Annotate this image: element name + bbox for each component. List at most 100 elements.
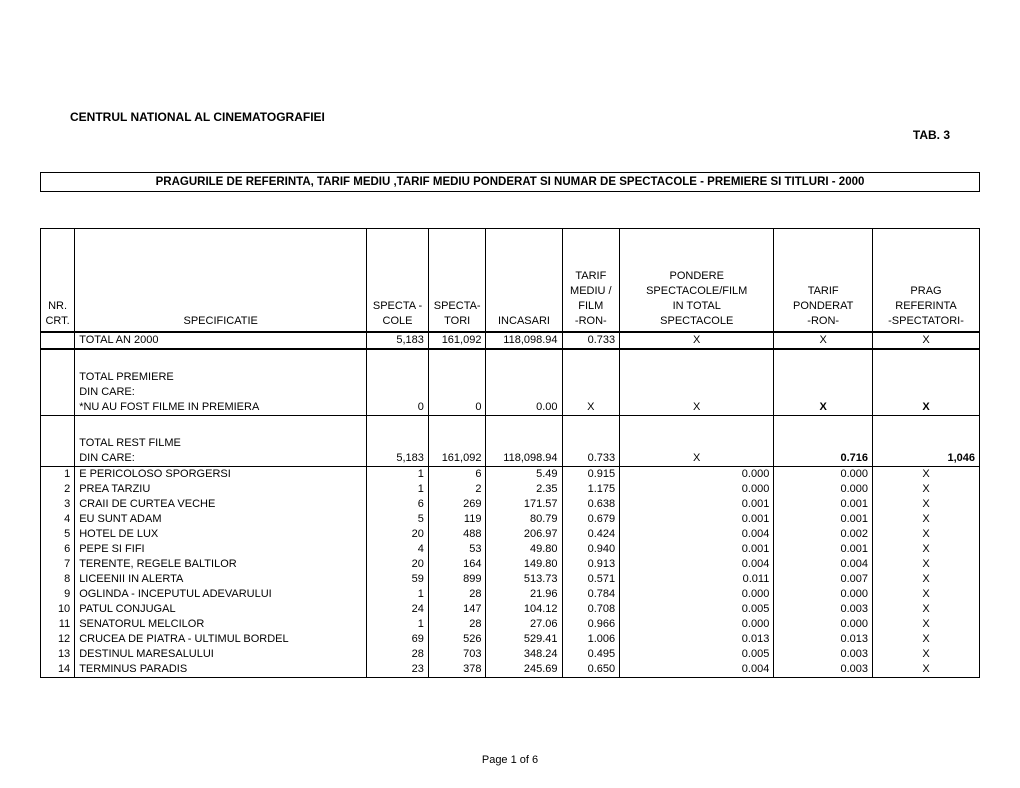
- table-row: 10PATUL CONJUGAL24147104.120.7080.0050.0…: [41, 602, 980, 617]
- cell: 0.650: [562, 662, 620, 678]
- cell: 0.000: [620, 482, 774, 497]
- table-row: 14TERMINUS PARADIS23378245.690.6500.0040…: [41, 662, 980, 678]
- cell: 0.733: [562, 416, 620, 467]
- cell: 0.784: [562, 587, 620, 602]
- premiere-section-row: TOTAL PREMIERE DIN CARE: *NU AU FOST FIL…: [41, 349, 980, 416]
- cell: 14: [41, 662, 75, 678]
- cell: 11: [41, 617, 75, 632]
- report-table: NR. CRT. SPECIFICATIE SPECTA - COLE SPEC…: [40, 228, 980, 678]
- cell: 0: [367, 349, 429, 416]
- cell: TERMINUS PARADIS: [75, 662, 367, 678]
- cell: 5: [367, 512, 429, 527]
- cell: EU SUNT ADAM: [75, 512, 367, 527]
- cell: 5,183: [367, 416, 429, 467]
- cell: 118,098.94: [486, 332, 562, 349]
- cell: 0.000: [620, 617, 774, 632]
- cell: X: [873, 617, 980, 632]
- cell: 0.001: [620, 512, 774, 527]
- table-body: TOTAL AN 20005,183161,092118,098.940.733…: [41, 332, 980, 678]
- cell: 0.571: [562, 572, 620, 587]
- cell: [41, 332, 75, 349]
- cell: 0.966: [562, 617, 620, 632]
- cell: 69: [367, 632, 429, 647]
- cell: 0.638: [562, 497, 620, 512]
- rest-section-row: TOTAL REST FILME DIN CARE:5,183161,09211…: [41, 416, 980, 467]
- cell: 1.006: [562, 632, 620, 647]
- table-row: 1E PERICOLOSO SPORGERSI165.490.9150.0000…: [41, 467, 980, 483]
- cell: 245.69: [486, 662, 562, 678]
- table-row: 9OGLINDA - INCEPUTUL ADEVARULUI12821.960…: [41, 587, 980, 602]
- cell: 0.00: [486, 349, 562, 416]
- cell: 0: [428, 349, 486, 416]
- cell: 161,092: [428, 416, 486, 467]
- cell: 7: [41, 557, 75, 572]
- cell: 2: [41, 482, 75, 497]
- table-row: 3CRAII DE CURTEA VECHE6269171.570.6380.0…: [41, 497, 980, 512]
- col-prag: PRAG REFERINTA -SPECTATORI-: [873, 229, 980, 333]
- table-row: 5HOTEL DE LUX20488206.970.4240.0040.002X: [41, 527, 980, 542]
- cell: X: [620, 416, 774, 467]
- cell: PEPE SI FIFI: [75, 542, 367, 557]
- cell: 0.001: [620, 542, 774, 557]
- cell: 164: [428, 557, 486, 572]
- cell: X: [873, 497, 980, 512]
- cell: 0.679: [562, 512, 620, 527]
- cell: 6: [428, 467, 486, 483]
- cell: 27.06: [486, 617, 562, 632]
- table-header: NR. CRT. SPECIFICATIE SPECTA - COLE SPEC…: [41, 229, 980, 333]
- cell: TOTAL REST FILME DIN CARE:: [75, 416, 367, 467]
- cell: TOTAL PREMIERE DIN CARE: *NU AU FOST FIL…: [75, 349, 367, 416]
- cell: 0.002: [774, 527, 873, 542]
- cell: 118,098.94: [486, 416, 562, 467]
- cell: 703: [428, 647, 486, 662]
- cell: 1: [367, 467, 429, 483]
- cell: X: [774, 349, 873, 416]
- cell: 20: [367, 557, 429, 572]
- cell: 348.24: [486, 647, 562, 662]
- cell: 0.733: [562, 332, 620, 349]
- cell: 0.001: [774, 512, 873, 527]
- cell: X: [873, 572, 980, 587]
- cell: 899: [428, 572, 486, 587]
- cell: 28: [428, 587, 486, 602]
- cell: 21.96: [486, 587, 562, 602]
- cell: [41, 349, 75, 416]
- cell: 0.000: [774, 587, 873, 602]
- cell: 0.003: [774, 647, 873, 662]
- cell: 0.000: [620, 467, 774, 483]
- table-row: 8LICEENII IN ALERTA59899513.730.5710.011…: [41, 572, 980, 587]
- cell: 0.011: [620, 572, 774, 587]
- cell: 0.003: [774, 662, 873, 678]
- cell: X: [873, 662, 980, 678]
- col-nr: NR. CRT.: [41, 229, 75, 333]
- cell: 161,092: [428, 332, 486, 349]
- cell: SENATORUL MELCILOR: [75, 617, 367, 632]
- cell: 488: [428, 527, 486, 542]
- cell: 59: [367, 572, 429, 587]
- cell: 0.913: [562, 557, 620, 572]
- col-spec: SPECIFICATIE: [75, 229, 367, 333]
- cell: 5.49: [486, 467, 562, 483]
- cell: X: [620, 349, 774, 416]
- cell: X: [873, 332, 980, 349]
- cell: X: [873, 527, 980, 542]
- cell: 12: [41, 632, 75, 647]
- cell: 0.005: [620, 602, 774, 617]
- cell: 0.001: [774, 497, 873, 512]
- cell: 0.013: [774, 632, 873, 647]
- report-banner: PRAGURILE DE REFERINTA, TARIF MEDIU ,TAR…: [40, 172, 980, 192]
- cell: 0.000: [620, 587, 774, 602]
- cell: LICEENII IN ALERTA: [75, 572, 367, 587]
- cell: 24: [367, 602, 429, 617]
- cell: 20: [367, 527, 429, 542]
- cell: X: [620, 332, 774, 349]
- cell: 5: [41, 527, 75, 542]
- cell: 526: [428, 632, 486, 647]
- cell: HOTEL DE LUX: [75, 527, 367, 542]
- table-row: 4EU SUNT ADAM511980.790.6790.0010.001X: [41, 512, 980, 527]
- table-row: 2PREA TARZIU122.351.1750.0000.000X: [41, 482, 980, 497]
- cell: X: [873, 467, 980, 483]
- cell: X: [873, 349, 980, 416]
- cell: 0.001: [620, 497, 774, 512]
- tab-number: TAB. 3: [70, 128, 950, 142]
